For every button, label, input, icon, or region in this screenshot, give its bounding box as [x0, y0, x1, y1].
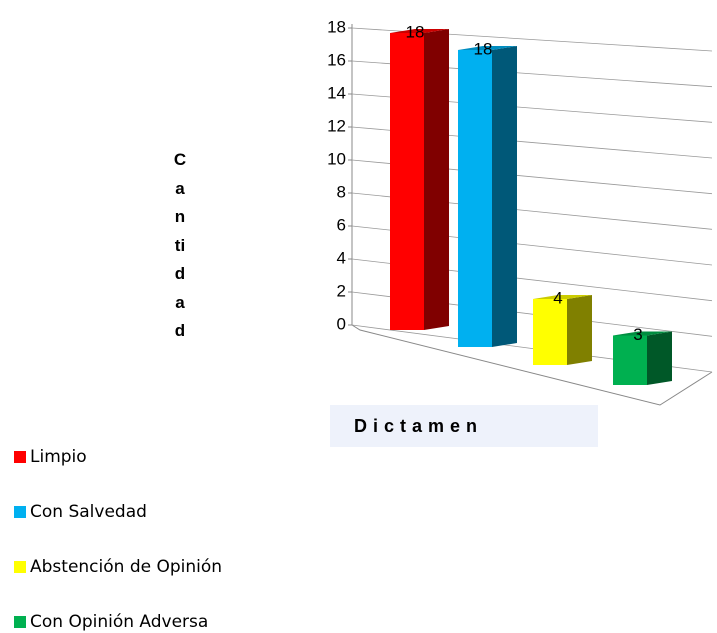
legend-swatch	[14, 561, 26, 573]
x-axis-label: Dictamen	[330, 405, 598, 447]
y-tick-label: 2	[337, 281, 346, 300]
bar	[533, 299, 567, 365]
bar-side	[647, 331, 672, 385]
bar-top	[533, 295, 592, 299]
data-label: 18	[406, 22, 425, 41]
y-tick-label: 8	[337, 182, 346, 201]
legend-swatch	[14, 616, 26, 628]
y-tick-label: 0	[337, 314, 346, 333]
data-label: 3	[633, 325, 642, 344]
data-label: 18	[474, 39, 493, 58]
bar	[390, 33, 424, 330]
bar	[458, 50, 492, 347]
legend-label: Limpio	[30, 447, 87, 467]
floor-edge	[351, 324, 713, 406]
bar-top	[613, 331, 672, 336]
y-tick-label: 16	[327, 50, 346, 69]
legend-swatch	[14, 451, 26, 463]
y-tick-label: 6	[337, 215, 346, 234]
y-axis-label: Cantidad	[173, 150, 187, 340]
bar	[613, 335, 647, 385]
bar-side	[424, 29, 449, 330]
bar-side	[567, 295, 592, 365]
y-tick-label: 14	[327, 83, 346, 102]
y-tick-label: 18	[327, 17, 346, 36]
bar-top	[458, 46, 517, 50]
bar-side	[492, 46, 517, 347]
bar-top	[390, 29, 449, 33]
legend-label: Con Salvedad	[30, 502, 147, 522]
legend-label: Con Opinión Adversa	[30, 612, 208, 632]
legend-swatch	[14, 506, 26, 518]
legend-label: Abstención de Opinión	[30, 557, 222, 577]
data-label: 4	[553, 288, 562, 307]
y-tick-label: 12	[327, 116, 346, 135]
y-tick-label: 4	[337, 248, 346, 267]
y-tick-label: 10	[327, 149, 346, 168]
